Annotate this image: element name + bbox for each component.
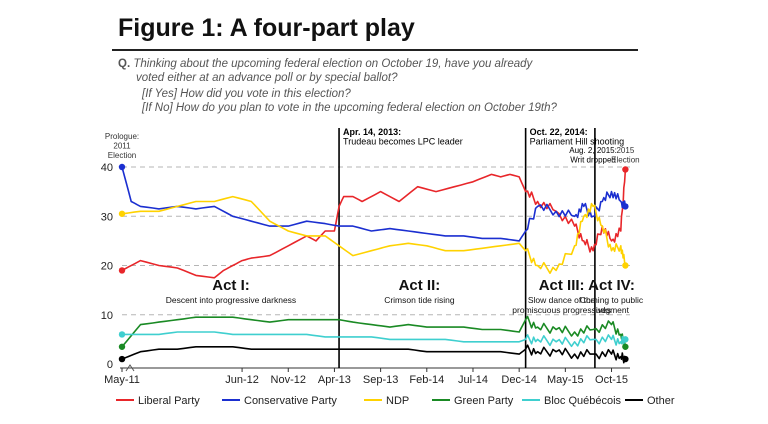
x-tick-label-5: Feb-14: [409, 374, 444, 386]
end-point-0: [622, 166, 629, 173]
act-subtitle-1-0: Descent into progressive darkness: [166, 295, 296, 305]
x-axis: May-11 Jun-12 Nov-12 Apr-13 Sep-13 Feb-14 Jul-…: [104, 364, 630, 386]
question-label: Q.: [118, 58, 131, 70]
x-tick-label-4: Sep-13: [363, 374, 398, 386]
annotation-2-line-1: Parliament Hill shooting: [530, 137, 625, 147]
annotation-3-line-1: Writ dropped: [570, 156, 616, 165]
x-tick-label-0: May-11: [104, 374, 140, 386]
y-tick-label-10: 10: [101, 310, 113, 322]
series-endpoints: [118, 163, 629, 363]
y-axis: 0 10 20 30 40: [101, 162, 113, 371]
end-point-5: [622, 355, 629, 363]
question-line-4: [If No] How do you plan to vote in the u…: [142, 102, 557, 114]
legend-label-3: Green Party: [454, 395, 514, 407]
annotation-0-line-2: Election: [108, 151, 136, 160]
series-line-bloc-qu-b-cois: [122, 331, 627, 348]
x-tick-label-7: Dec-14: [501, 374, 536, 386]
series-line-green-party: [121, 315, 627, 348]
annotation-0-line-1: 2011: [113, 142, 131, 151]
act-title-4: Act IV:: [588, 277, 635, 294]
act-subtitle-3-0: Slow dance of the: [528, 295, 596, 305]
start-point-2: [118, 210, 126, 217]
start-point-1: [118, 163, 126, 171]
end-point-2: [622, 262, 629, 269]
legend-label-0: Liberal Party: [138, 395, 200, 407]
x-tick-label-1: Jun-12: [225, 374, 259, 386]
question-text-1: Thinking about the upcoming federal elec…: [133, 58, 533, 70]
legend-label-5: Other: [647, 395, 675, 407]
act-subtitle-2-0: Crimson tide rising: [384, 295, 455, 305]
end-point-3: [622, 343, 629, 350]
series-line-conservative-party: [121, 166, 627, 242]
annotation-1-line-0: Apr. 14, 2013:: [343, 127, 401, 137]
axis-break-mark: [125, 364, 135, 372]
legend-label-1: Conservative Party: [244, 395, 337, 407]
y-tick-label-0: 0: [107, 359, 113, 371]
annotation-2-line-0: Oct. 22, 2014:: [530, 127, 588, 137]
start-point-5: [118, 355, 126, 363]
x-tick-label-3: Apr-13: [318, 374, 351, 386]
series-line-ndp: [121, 195, 627, 275]
start-point-3: [118, 343, 126, 350]
question-line-1: Q. Thinking about the upcoming federal e…: [118, 58, 532, 70]
annotation-1-line-1: Trudeau becomes LPC leader: [343, 137, 463, 147]
act-title-2: Act II:: [399, 277, 441, 294]
y-tick-label-40: 40: [101, 162, 113, 174]
x-tick-label-6: Jul-14: [458, 374, 488, 386]
start-point-4: [118, 331, 126, 338]
series-line-other: [121, 344, 627, 364]
figure-title: Figure 1: A four-part play: [118, 14, 415, 42]
act-title-1: Act I:: [212, 277, 250, 294]
annotation-0-line-0: Prologue:: [105, 132, 139, 141]
annotation-4-line-0: 2015: [616, 146, 634, 155]
series-lines: [121, 166, 627, 364]
act-subtitle-4-0: Coming to public: [580, 295, 644, 305]
question-line-2: voted either at an advance poll or by sp…: [136, 72, 398, 84]
series-line-liberal-party: [121, 169, 627, 279]
start-point-0: [118, 267, 126, 274]
annotation-4-line-1: Election: [611, 156, 639, 165]
legend: Liberal Party Conservative Party NDP Green …: [116, 395, 675, 407]
question-line-3: [If Yes] How did you vote in this electi…: [142, 88, 351, 100]
end-point-4: [622, 336, 629, 343]
annotation-3-line-0: Aug. 2, 2015:: [569, 146, 617, 155]
end-point-1: [622, 203, 629, 210]
act-labels: Act I:Descent into progressive darkness A…: [166, 277, 644, 315]
legend-label-4: Bloc Québécois: [544, 395, 622, 407]
act-subtitle-3-1: promiscuous progressives: [512, 305, 611, 315]
event-lines: [338, 128, 596, 368]
x-tick-label-8: May-15: [547, 374, 584, 386]
legend-label-2: NDP: [386, 395, 409, 407]
x-tick-label-2: Nov-12: [271, 374, 306, 386]
y-tick-label-20: 20: [101, 261, 113, 273]
title-rule: [112, 49, 638, 51]
y-tick-label-30: 30: [101, 211, 113, 223]
x-tick-label-9: Oct-15: [595, 374, 628, 386]
act-subtitle-4-1: judgment: [593, 305, 630, 315]
act-title-3: Act III:: [539, 277, 585, 294]
